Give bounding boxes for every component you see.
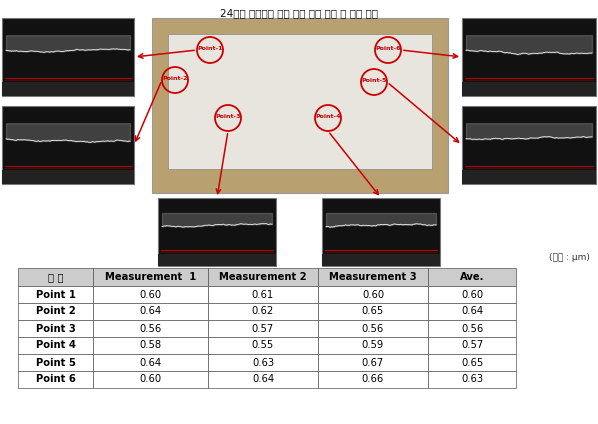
Bar [93,371,208,388]
Text: 0.59: 0.59 [362,340,384,351]
Text: Point 1: Point 1 [35,290,75,299]
Bar [208,303,318,320]
Bar [18,303,93,320]
Bar [462,170,596,184]
Bar [318,268,428,286]
Text: (단위 : μm): (단위 : μm) [549,253,590,262]
Text: Point 6: Point 6 [35,374,75,385]
Bar [93,337,208,354]
Bar [462,18,596,96]
Bar [318,303,428,320]
Bar [18,371,93,388]
Text: Measurement 3: Measurement 3 [329,272,417,282]
Bar [208,268,318,286]
Bar [208,320,318,337]
Text: 0.63: 0.63 [461,374,483,385]
Bar [18,337,93,354]
Text: Point-4: Point-4 [315,114,341,120]
Text: 0.56: 0.56 [461,324,483,334]
Text: 0.56: 0.56 [362,324,384,334]
Bar [208,337,318,354]
Bar [318,371,428,388]
Bar [93,354,208,371]
Text: 0.57: 0.57 [461,340,483,351]
Text: 24인치 터치패널 도금 두께 측정 위치 및 두께 분석: 24인치 터치패널 도금 두께 측정 위치 및 두께 분석 [220,8,378,18]
Text: Point 3: Point 3 [36,324,75,334]
Bar [428,354,516,371]
Bar [158,198,276,266]
Text: 0.66: 0.66 [362,374,384,385]
Text: Point 4: Point 4 [35,340,75,351]
Bar [208,286,318,303]
Text: Point 2: Point 2 [36,307,75,316]
Bar [462,106,596,184]
Bar [18,354,93,371]
Bar [318,354,428,371]
Bar [18,320,93,337]
Bar [322,254,440,266]
Text: 0.65: 0.65 [362,307,384,316]
Text: Ave.: Ave. [460,272,484,282]
Text: Point-6: Point-6 [376,47,401,51]
Bar [428,303,516,320]
Bar [428,268,516,286]
Text: 0.63: 0.63 [252,357,274,368]
Text: 0.55: 0.55 [252,340,274,351]
Bar [208,371,318,388]
Text: 0.58: 0.58 [139,340,161,351]
Text: 0.64: 0.64 [252,374,274,385]
Text: Point 5: Point 5 [35,357,75,368]
Text: Measurement 2: Measurement 2 [219,272,307,282]
Text: 구 분: 구 분 [48,272,63,282]
Bar [318,286,428,303]
Bar [2,106,134,184]
Bar [2,170,134,184]
Bar [158,254,276,266]
Bar [428,337,516,354]
Bar [93,303,208,320]
Bar [152,18,448,193]
Text: 0.60: 0.60 [139,374,161,385]
Text: 0.62: 0.62 [252,307,274,316]
Text: Point-2: Point-2 [162,76,188,81]
Text: 0.57: 0.57 [252,324,274,334]
Bar [428,320,516,337]
Text: 0.60: 0.60 [461,290,483,299]
Text: 0.67: 0.67 [362,357,384,368]
Bar [2,82,134,96]
Bar [318,320,428,337]
Text: 0.60: 0.60 [139,290,161,299]
Text: 0.64: 0.64 [461,307,483,316]
Text: 0.60: 0.60 [362,290,384,299]
Bar [428,286,516,303]
Text: 0.61: 0.61 [252,290,274,299]
Bar [428,371,516,388]
Text: 0.64: 0.64 [139,307,161,316]
Bar [2,18,134,96]
Text: 0.65: 0.65 [461,357,483,368]
Bar [322,198,440,266]
Bar [18,268,93,286]
Bar [168,34,432,169]
Text: Point-1: Point-1 [197,47,222,51]
Text: 0.64: 0.64 [139,357,161,368]
Text: 0.56: 0.56 [139,324,161,334]
Text: Measurement  1: Measurement 1 [105,272,196,282]
Bar [318,337,428,354]
Bar [93,286,208,303]
Bar [18,286,93,303]
Bar [93,268,208,286]
Text: Point-3: Point-3 [215,114,241,120]
Text: Point-5: Point-5 [361,78,387,84]
Bar [93,320,208,337]
Bar [208,354,318,371]
Bar [462,82,596,96]
